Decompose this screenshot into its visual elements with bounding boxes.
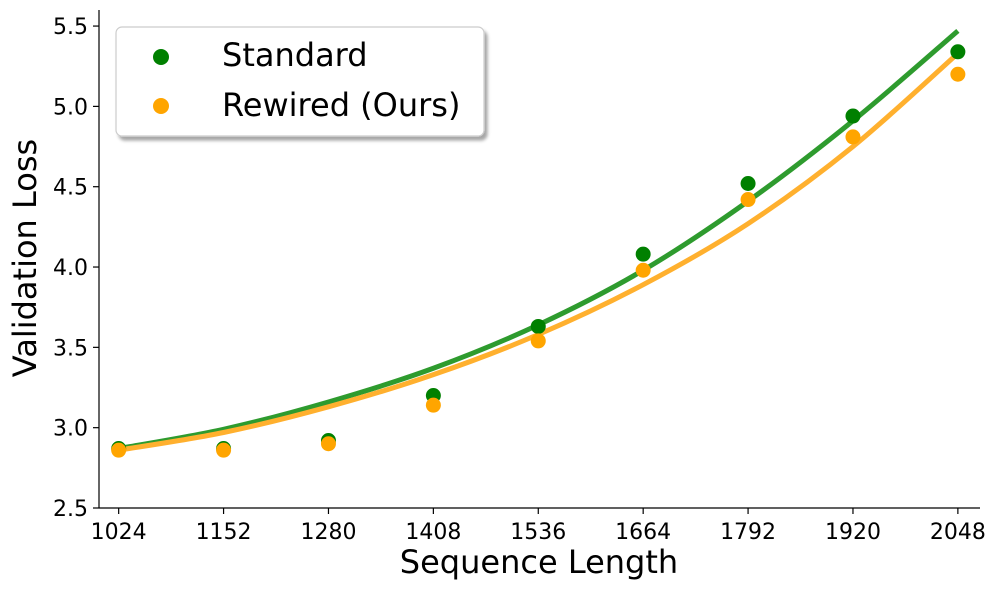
legend: Standard Rewired (Ours) bbox=[115, 26, 485, 137]
y-tick-label: 3.5 bbox=[53, 336, 88, 361]
data-point-rewired bbox=[740, 192, 756, 208]
axes: 1024 1152 1280 1408 1536 1664 1792 1920 2048 2.5 3… bbox=[53, 10, 986, 545]
y-tick-label: 3.0 bbox=[53, 417, 88, 442]
data-point-rewired bbox=[635, 262, 651, 278]
data-point-standard bbox=[845, 108, 861, 124]
x-tick-label: 1792 bbox=[720, 520, 776, 545]
data-point-rewired bbox=[425, 397, 441, 413]
x-tick-label: 1152 bbox=[196, 520, 252, 545]
x-tick-label: 2048 bbox=[930, 520, 986, 545]
data-point-rewired bbox=[950, 66, 966, 82]
data-point-standard bbox=[950, 44, 966, 60]
fit-line-rewired bbox=[118, 51, 960, 453]
y-tick-label: 4.0 bbox=[53, 256, 88, 281]
legend-marker-rewired bbox=[153, 98, 169, 114]
data-point-rewired bbox=[530, 333, 546, 349]
data-point-standard bbox=[740, 175, 756, 191]
y-tick-label: 4.5 bbox=[53, 176, 88, 201]
data-point-rewired bbox=[111, 442, 127, 458]
data-point-rewired bbox=[216, 442, 232, 458]
x-tick-label: 1408 bbox=[405, 520, 461, 545]
legend-frame bbox=[115, 26, 485, 137]
x-tick-label: 1536 bbox=[510, 520, 566, 545]
x-tick-label: 1664 bbox=[615, 520, 671, 545]
legend-label-rewired: Rewired (Ours) bbox=[222, 86, 460, 124]
x-tick-label: 1280 bbox=[300, 520, 356, 545]
y-axis-title: Validation Loss bbox=[6, 139, 44, 377]
plot-area bbox=[111, 28, 966, 458]
y-tick-label: 5.0 bbox=[53, 95, 88, 120]
data-point-standard bbox=[635, 246, 651, 262]
data-point-rewired bbox=[320, 436, 336, 452]
data-point-standard bbox=[530, 318, 546, 334]
y-tick-label: 5.5 bbox=[53, 15, 88, 40]
data-point-rewired bbox=[845, 129, 861, 145]
legend-label-standard: Standard bbox=[222, 36, 368, 74]
x-tick-label: 1920 bbox=[825, 520, 881, 545]
y-tick-label: 2.5 bbox=[53, 497, 88, 522]
legend-marker-standard bbox=[153, 49, 169, 65]
x-axis-title: Sequence Length bbox=[400, 543, 678, 581]
x-tick-label: 1024 bbox=[91, 520, 147, 545]
